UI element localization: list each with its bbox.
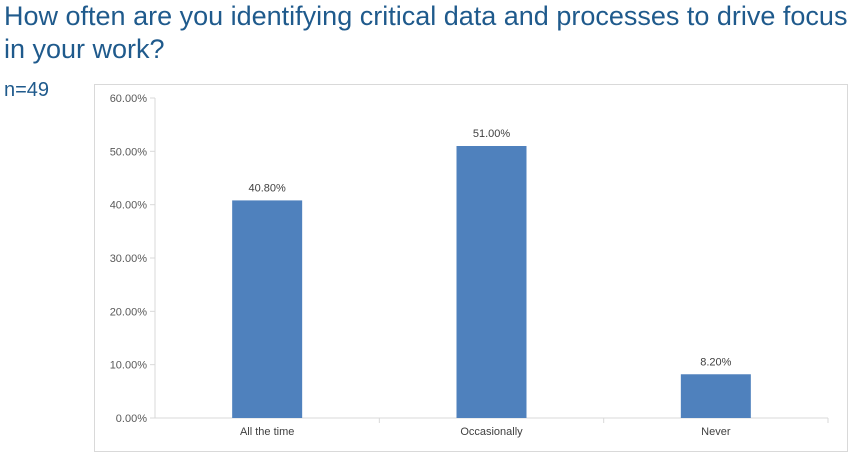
y-tick-label: 40.00%: [110, 200, 148, 212]
sample-size-label: n=49: [4, 79, 50, 101]
bar: [456, 146, 527, 418]
bar: [680, 374, 751, 418]
x-tick-label: All the time: [240, 426, 294, 438]
x-tick-label: Never: [701, 426, 731, 438]
chart-title: How often are you identifying critical d…: [4, 1, 848, 64]
bar: [232, 200, 303, 418]
x-tick-label: Occasionally: [460, 426, 523, 438]
y-tick-label: 30.00%: [110, 253, 148, 265]
y-tick-label: 50.00%: [110, 146, 148, 158]
y-tick-label: 20.00%: [110, 306, 148, 318]
data-label: 40.80%: [249, 182, 287, 194]
data-label: 51.00%: [473, 128, 511, 140]
data-label: 8.20%: [700, 356, 731, 368]
y-tick-label: 60.00%: [110, 93, 148, 105]
y-tick-label: 0.00%: [116, 413, 147, 425]
y-tick-label: 10.00%: [110, 360, 148, 372]
